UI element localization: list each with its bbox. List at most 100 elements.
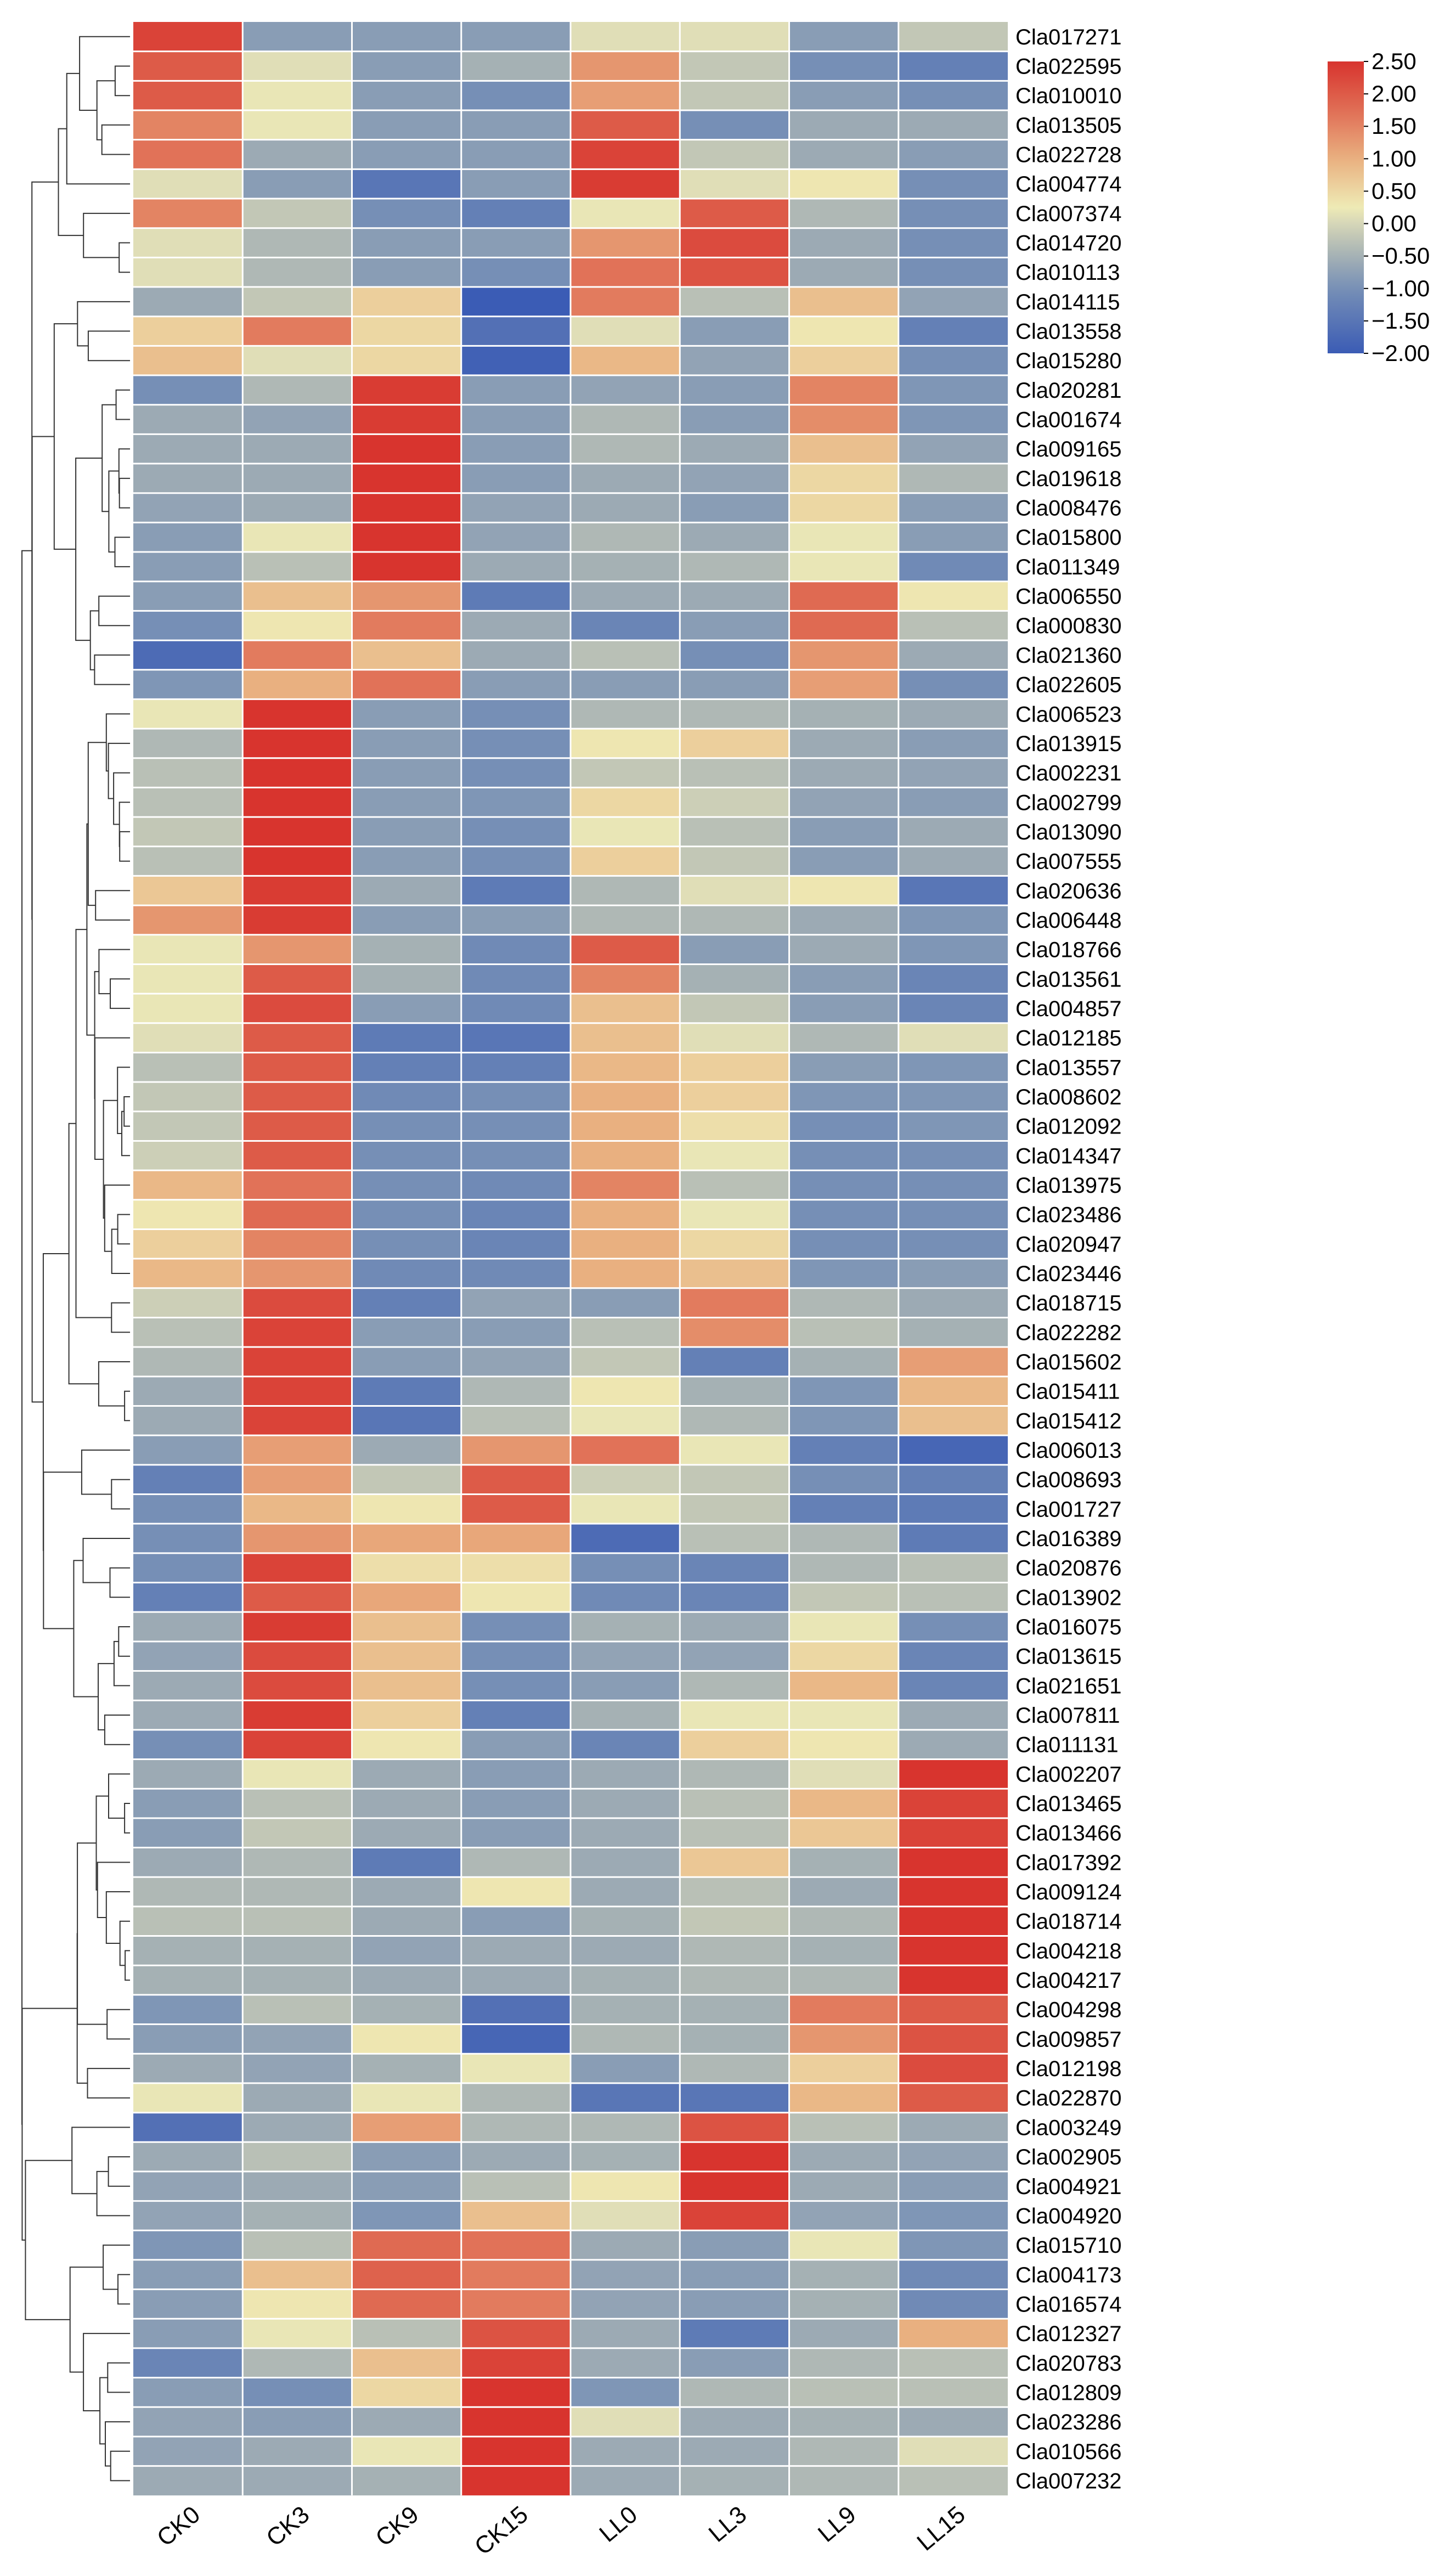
heatmap-cell: [680, 1023, 789, 1053]
heatmap-cell: [133, 1170, 243, 1200]
heatmap-cell: [571, 2407, 680, 2437]
heatmap-cell: [680, 287, 789, 317]
heatmap-cell: [898, 1789, 1008, 1818]
row-label: Cla007374: [1015, 202, 1122, 226]
heatmap-cell: [242, 1524, 352, 1553]
colorbar-tick-label: 1.00: [1372, 145, 1417, 171]
heatmap-cell: [352, 1082, 461, 1112]
row-label: Cla010566: [1015, 2440, 1122, 2464]
heatmap-cell: [898, 2348, 1008, 2378]
heatmap-cell: [571, 1994, 680, 2025]
heatmap-cell: [133, 493, 243, 523]
heatmap-cell: [898, 139, 1008, 170]
heatmap-cell: [571, 1199, 680, 1230]
heatmap-cell: [242, 346, 352, 376]
heatmap-cell: [352, 1965, 461, 1995]
heatmap-cell: [898, 1023, 1008, 1053]
heatmap-cell: [242, 1494, 352, 1524]
heatmap-cell: [571, 2054, 680, 2083]
heatmap-cell: [133, 522, 243, 552]
heatmap-cell: [898, 1259, 1008, 1288]
heatmap-cell: [242, 1671, 352, 1701]
heatmap-cell: [680, 640, 789, 670]
heatmap-cell: [571, 1464, 680, 1495]
heatmap-cell: [680, 2083, 789, 2113]
row-label: Cla004218: [1015, 1939, 1122, 1963]
heatmap-cell: [898, 1317, 1008, 1347]
heatmap-cell: [352, 2348, 461, 2378]
heatmap-cell: [789, 758, 899, 788]
heatmap-cell: [789, 876, 899, 906]
heatmap-cell: [898, 1435, 1008, 1465]
heatmap-cell: [242, 699, 352, 729]
heatmap-cell: [789, 1818, 899, 1848]
heatmap-cell: [680, 1494, 789, 1524]
heatmap-cell: [242, 110, 352, 140]
heatmap-cells: [133, 22, 1008, 2496]
heatmap-cell: [352, 1582, 461, 1612]
heatmap-cell: [242, 1082, 352, 1112]
heatmap-cell: [352, 1435, 461, 1465]
heatmap-cell: [352, 2054, 461, 2083]
heatmap-cell: [242, 1759, 352, 1789]
colorbar-tick-label: −0.50: [1372, 243, 1430, 269]
heatmap-cell: [461, 1671, 571, 1701]
heatmap-cell: [898, 905, 1008, 935]
heatmap-cell: [461, 2201, 571, 2231]
heatmap-cell: [680, 2407, 789, 2437]
heatmap-cell: [680, 699, 789, 729]
heatmap-cell: [352, 522, 461, 552]
heatmap-cell: [133, 699, 243, 729]
row-label: Cla011349: [1015, 555, 1120, 579]
heatmap-cell: [133, 1406, 243, 1436]
heatmap-cell: [133, 1023, 243, 1053]
heatmap-cell: [789, 2436, 899, 2466]
heatmap-cell: [242, 2024, 352, 2054]
row-label: Cla017392: [1015, 1851, 1122, 1875]
heatmap-cell: [571, 1376, 680, 1406]
heatmap-cell: [461, 1729, 571, 1760]
heatmap-cell: [461, 2436, 571, 2466]
heatmap-cell: [898, 758, 1008, 788]
row-label: Cla012185: [1015, 1027, 1122, 1051]
heatmap-cell: [461, 1700, 571, 1730]
row-label: Cla013975: [1015, 1174, 1122, 1198]
heatmap-cell: [133, 2319, 243, 2348]
heatmap-cell: [789, 1464, 899, 1495]
heatmap-cell: [461, 2289, 571, 2319]
heatmap-cell: [133, 905, 243, 935]
heatmap-cell: [133, 876, 243, 906]
heatmap-cell: [133, 1789, 243, 1818]
heatmap-cell: [898, 1376, 1008, 1406]
heatmap-cell: [571, 169, 680, 199]
heatmap-cell: [133, 2377, 243, 2407]
heatmap-cell: [680, 1818, 789, 1848]
heatmap-cell: [789, 464, 899, 493]
heatmap-cell: [133, 1729, 243, 1760]
heatmap-cell: [461, 522, 571, 552]
heatmap-cell: [789, 1494, 899, 1524]
heatmap-cell: [789, 1288, 899, 1318]
row-label: Cla013558: [1015, 320, 1122, 344]
heatmap-cell: [571, 669, 680, 700]
row-label: Cla011131: [1015, 1733, 1119, 1757]
heatmap-cell: [461, 1847, 571, 1877]
heatmap-cell: [898, 1494, 1008, 1524]
heatmap-cell: [352, 257, 461, 287]
row-label: Cla017271: [1015, 25, 1122, 49]
heatmap-cell: [571, 1818, 680, 1848]
row-label: Cla015710: [1015, 2234, 1122, 2258]
row-labels: Cla017271 Cla022595 Cla010010 Cla013505 Cla0…: [1015, 25, 1122, 2494]
heatmap-cell: [898, 1612, 1008, 1642]
heatmap-cell: [571, 964, 680, 994]
heatmap-cell: [461, 1877, 571, 1907]
heatmap-cell: [680, 758, 789, 788]
heatmap-cell: [133, 139, 243, 170]
heatmap-cell: [680, 817, 789, 847]
heatmap-cell: [461, 1376, 571, 1406]
row-label: Cla014347: [1015, 1144, 1122, 1168]
heatmap-cell: [789, 1435, 899, 1465]
heatmap-cell: [571, 1435, 680, 1465]
row-label: Cla023486: [1015, 1203, 1122, 1227]
heatmap-cell: [789, 169, 899, 199]
